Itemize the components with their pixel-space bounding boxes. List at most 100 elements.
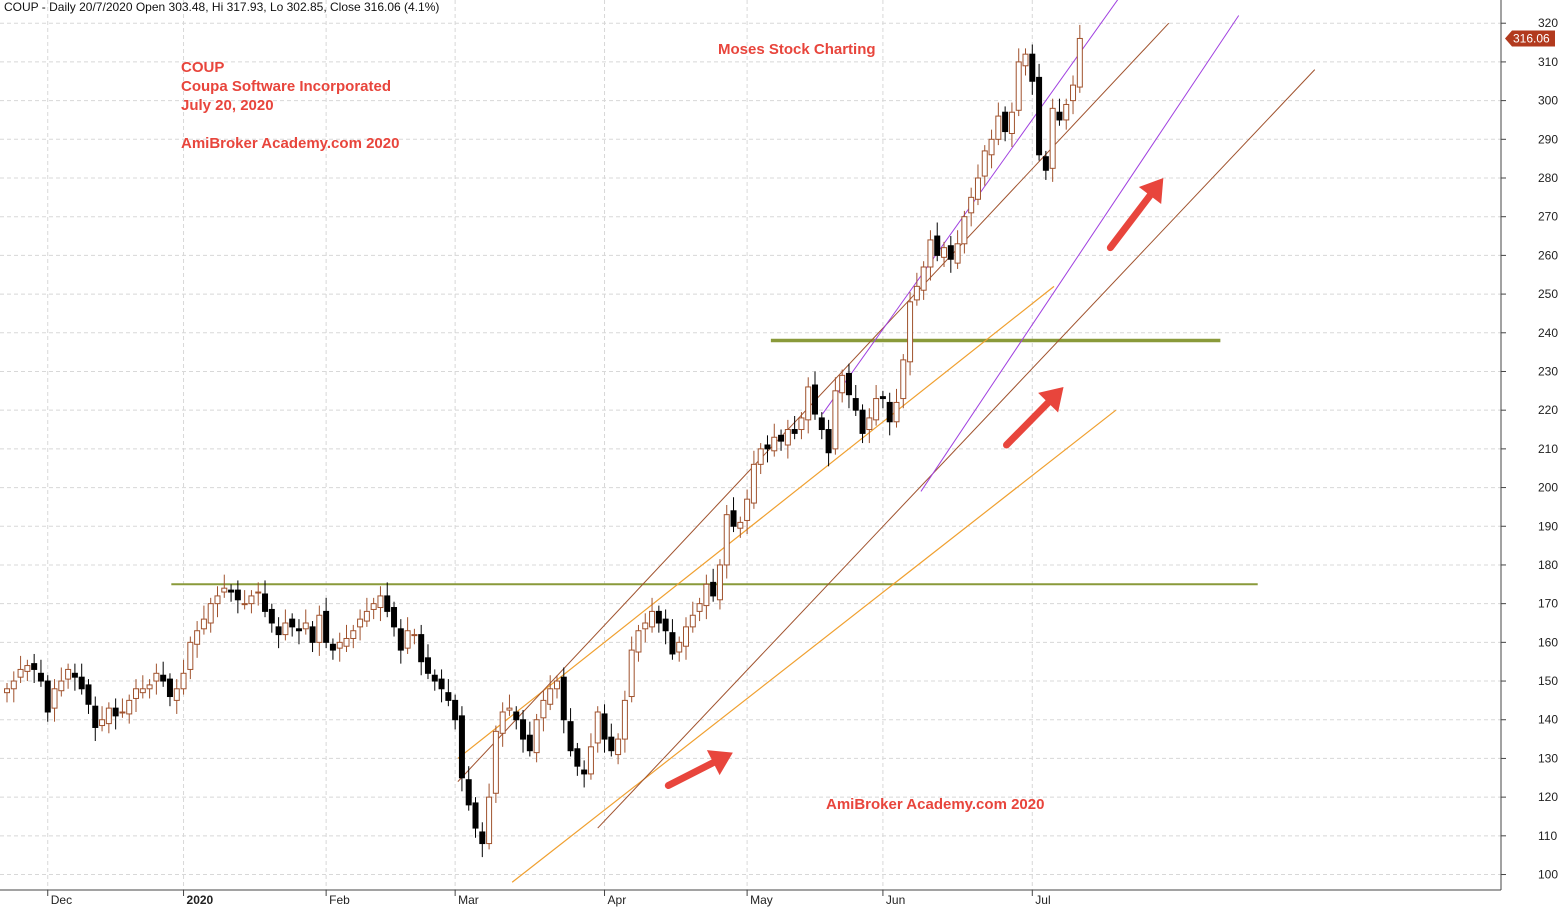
candle-body [424,657,431,674]
candle [832,377,839,455]
candle-body [635,630,642,653]
candle-body [900,359,907,400]
candle [241,590,248,610]
candle [1056,98,1063,126]
candle [540,690,547,732]
candle [615,733,622,765]
candle [1063,98,1070,130]
candle [316,605,323,656]
candle-body [893,401,900,423]
candle [1049,98,1056,182]
candle-body [384,595,391,612]
last-price-tag: 316.06 [1505,30,1555,47]
x-tick-label: Feb [329,893,350,907]
candle [723,504,730,579]
candle [479,822,486,858]
candle-body [139,688,146,694]
arrow-shaft [1002,399,1052,449]
candle-body [99,719,106,727]
candle [879,390,886,409]
candle-body [343,637,350,647]
candle [771,423,778,457]
candle [282,609,289,641]
candle [662,609,669,645]
candle-body [465,779,472,806]
candle-body [377,595,384,609]
candle-body [492,730,499,794]
candle [988,129,995,169]
candle-body [839,374,846,394]
candle [1029,44,1036,95]
candle [424,644,431,680]
candle-body [350,630,357,639]
candle [133,679,140,712]
candle-body [316,614,323,643]
y-tick-label: 280 [1538,171,1558,185]
candle [553,675,560,699]
candle [85,679,92,714]
candle [907,292,914,376]
candle-body [268,608,275,624]
y-tick-label: 120 [1538,790,1558,804]
candle [628,636,635,703]
candle-body [1036,76,1043,156]
candle-body [506,707,513,711]
candle-body [445,692,452,701]
candle-body [818,417,825,431]
candle-body [404,630,411,649]
candle-body [737,521,744,529]
arrow-head [1138,178,1164,204]
candle-body [411,634,418,637]
candle-body [988,138,995,156]
candle-body [214,595,221,605]
last-price-value: 316.06 [1513,31,1550,45]
x-tick-label: May [750,893,773,907]
candle-body [574,748,581,767]
y-tick-label: 200 [1538,481,1558,495]
candle [275,617,282,649]
candle [669,619,676,660]
candle-body [1070,84,1077,102]
candle-body [10,680,17,690]
candle [913,272,920,306]
candle-body [255,591,262,594]
arrow-1 [664,750,733,790]
candle-body [587,746,594,775]
candle-body [832,390,839,450]
candle [343,624,350,653]
candle [873,385,880,426]
candle [268,603,275,633]
candle-body [112,707,119,717]
candle-body [1076,37,1083,88]
candle-body [845,372,852,396]
candle-body [879,396,886,400]
y-tick-label: 260 [1538,248,1558,262]
candle-body [608,736,615,752]
candle [974,164,981,206]
candle [37,659,44,687]
candle-body [37,672,44,682]
candle [17,655,24,683]
candle-body [696,603,703,612]
candle-body [24,665,31,672]
candle-body [723,514,730,566]
candle [587,733,594,780]
candle-body [133,688,140,699]
candle [852,385,859,416]
candle [737,516,744,538]
candle-body [859,409,866,434]
candle-body [594,711,601,744]
candle [506,694,513,716]
candle-body [85,684,92,705]
candles [4,24,1083,858]
candle-body [329,643,336,651]
candle-body [744,498,751,521]
candle [357,609,364,641]
candle [309,621,316,653]
y-tick-label: 230 [1538,364,1558,378]
candle [655,605,662,633]
candle-body [520,719,527,740]
candle [329,638,336,660]
candle [24,659,31,682]
candle-body [173,688,180,701]
